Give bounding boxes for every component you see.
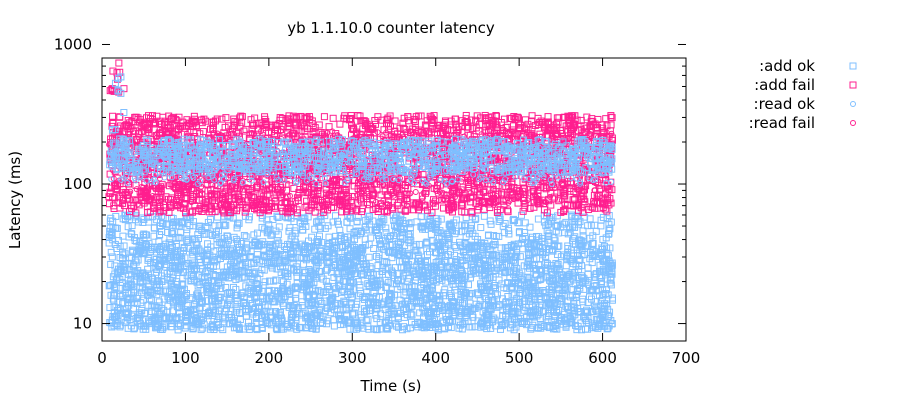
data-point [497,244,505,252]
data-point [382,224,390,232]
data-point [397,215,405,223]
data-point [553,222,561,230]
data-point [605,220,613,228]
data-point [393,322,401,330]
data-point [247,116,255,124]
data-point [604,324,612,332]
data-point [167,263,175,271]
data-point [477,224,485,232]
data-point [152,268,160,276]
data-point [603,207,611,215]
data-point [534,215,542,223]
plot-points [105,59,616,334]
data-point [375,254,383,262]
data-point [222,114,230,122]
data-point [133,294,141,302]
data-point [238,239,246,247]
data-point [491,281,499,289]
data-point [109,112,117,120]
data-point [405,284,413,292]
data-point [213,241,221,249]
data-point [320,113,328,121]
data-point [382,229,390,237]
data-point [336,120,344,128]
data-point [586,293,594,301]
data-point [274,231,282,239]
data-point [518,211,526,219]
data-point [330,322,338,330]
data-point [568,291,576,299]
data-point [183,229,191,237]
data-point [346,325,354,333]
data-point [527,325,535,333]
data-point [370,244,378,252]
data-point [368,265,376,273]
data-point [365,253,373,261]
data-point [581,213,589,221]
data-point [350,325,358,333]
data-point [466,323,474,331]
data-point [283,280,291,288]
data-point [163,220,171,228]
data-point [480,212,488,220]
data-point [190,301,198,309]
data-point [586,215,594,223]
data-point [120,242,128,250]
data-point [229,283,237,291]
data-point [519,207,527,215]
data-point [134,292,142,300]
data-point [516,253,524,261]
data-point [397,205,405,213]
data-point [346,225,354,233]
data-point [129,304,137,312]
data-point [250,231,258,239]
data-point [217,247,225,255]
data-point [329,114,337,122]
data-point [541,294,549,302]
data-point [234,219,242,227]
data-point [130,288,138,296]
data-point [564,230,572,238]
data-point [316,297,324,305]
data-point [459,271,467,279]
data-point [606,225,614,233]
data-point [355,292,363,300]
data-point [107,260,115,268]
data-point [253,229,261,237]
data-point [260,266,268,274]
